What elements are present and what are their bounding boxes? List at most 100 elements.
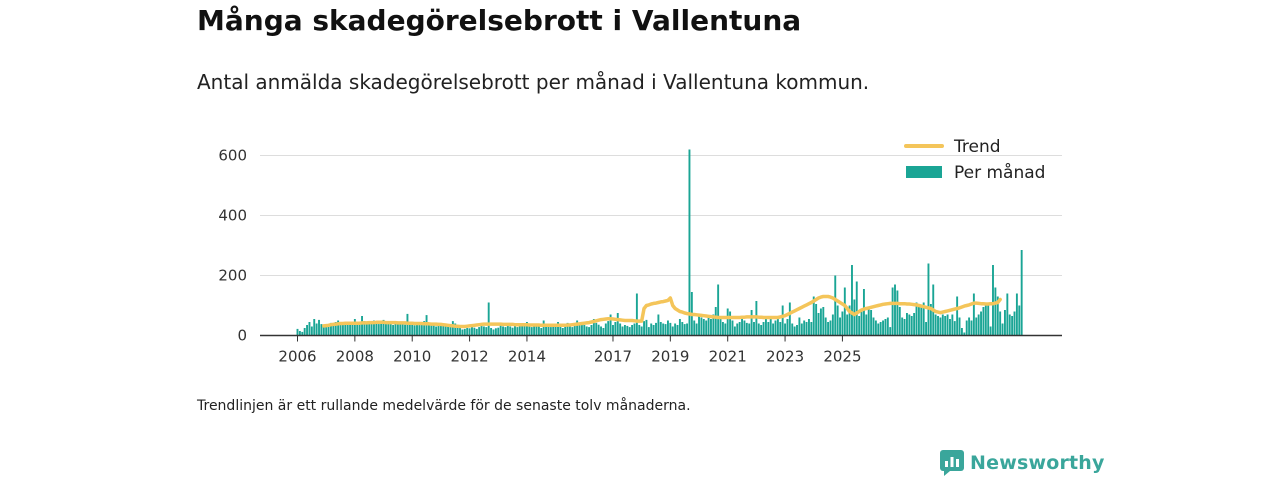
bar <box>738 322 741 336</box>
bar <box>712 314 715 336</box>
bar <box>822 307 825 336</box>
bar <box>612 325 614 336</box>
bar <box>836 305 839 336</box>
bar <box>894 284 896 336</box>
bar <box>972 293 975 336</box>
bar <box>1018 305 1021 336</box>
bar <box>796 325 798 336</box>
bar <box>788 302 791 336</box>
bar <box>693 320 696 336</box>
bar <box>812 296 815 336</box>
bar <box>898 307 901 336</box>
bar <box>865 314 868 336</box>
legend: Trend Per månad <box>904 137 1045 183</box>
bar <box>779 322 782 336</box>
bar <box>1011 316 1014 336</box>
bar <box>583 325 586 336</box>
bar <box>910 316 913 336</box>
bar <box>678 319 681 336</box>
bar <box>927 263 930 336</box>
bar <box>404 324 406 336</box>
bar <box>939 317 942 336</box>
bar <box>396 322 399 336</box>
bar <box>356 322 359 336</box>
bar <box>418 324 421 336</box>
bar <box>561 328 564 336</box>
bar <box>435 326 438 336</box>
bar <box>965 320 968 336</box>
bar <box>420 322 423 336</box>
bar <box>922 302 925 336</box>
x-tick-label: 2021 <box>709 348 747 366</box>
bar <box>590 325 593 336</box>
bar <box>320 324 323 336</box>
bar <box>430 323 433 336</box>
bar <box>994 287 997 336</box>
bar <box>373 320 375 336</box>
bar <box>638 325 641 336</box>
bar <box>968 317 971 336</box>
bar <box>597 324 600 336</box>
bar <box>944 316 947 336</box>
bar <box>941 314 944 336</box>
bar <box>781 305 784 336</box>
bar <box>846 314 849 336</box>
bar <box>310 326 313 336</box>
y-tick-label: 400 <box>218 207 247 225</box>
bar <box>635 293 638 336</box>
bar <box>542 320 545 336</box>
bar <box>1001 323 1004 336</box>
bar <box>800 323 803 336</box>
bar <box>1015 293 1018 336</box>
bar <box>872 317 875 336</box>
bar <box>437 322 440 336</box>
bar <box>769 319 772 336</box>
bar <box>776 317 779 336</box>
bar <box>545 325 548 336</box>
bar <box>554 324 557 336</box>
bar <box>516 327 519 336</box>
bar <box>573 325 576 336</box>
bar <box>906 313 908 336</box>
bar <box>891 287 894 336</box>
bar <box>877 323 880 336</box>
bar <box>504 327 507 336</box>
bar <box>588 327 591 336</box>
newsworthy-logo-icon <box>940 450 964 476</box>
bar <box>375 322 378 336</box>
bar <box>808 319 810 336</box>
bar <box>683 324 686 336</box>
bar <box>839 317 841 336</box>
bar <box>564 326 567 336</box>
bar <box>502 326 504 336</box>
bar <box>896 290 899 336</box>
bar <box>585 326 588 336</box>
bar <box>482 326 485 336</box>
bar <box>745 322 748 336</box>
bar <box>960 328 963 336</box>
bar <box>463 328 466 336</box>
bar <box>705 320 708 336</box>
x-ticks: 2006 2008 2010 2012 2014 2017 2019 2021 2023 2025 <box>278 335 862 366</box>
bar <box>439 325 442 336</box>
bar <box>358 323 361 336</box>
bar <box>528 325 531 336</box>
bar <box>805 322 808 336</box>
bar <box>533 323 536 336</box>
bar <box>984 302 987 336</box>
bar <box>330 322 332 336</box>
bar <box>626 325 629 336</box>
bar <box>647 327 650 336</box>
bar <box>614 322 617 336</box>
bar <box>514 325 516 336</box>
bar <box>714 307 717 336</box>
bar <box>490 328 493 336</box>
x-tick-label: 2006 <box>278 348 316 366</box>
x-tick-label: 2012 <box>450 348 488 366</box>
bar <box>736 323 739 336</box>
bar <box>750 310 753 336</box>
bar <box>349 325 352 336</box>
bar <box>817 313 820 336</box>
bar <box>767 322 770 336</box>
